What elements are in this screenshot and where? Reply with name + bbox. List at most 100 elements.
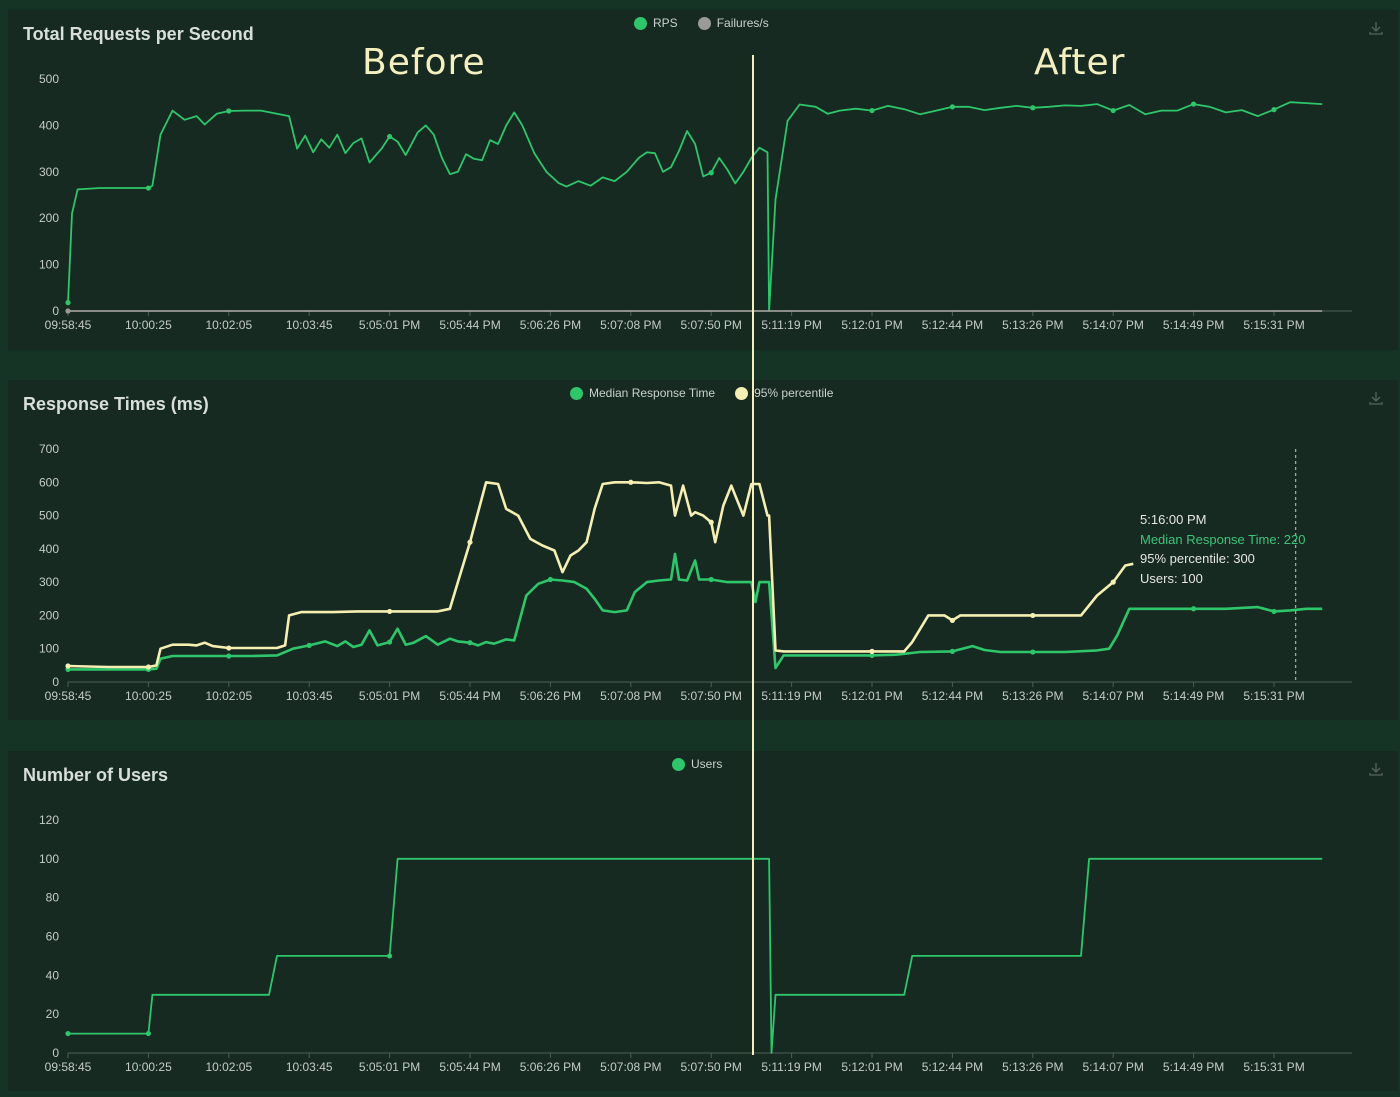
y-tick-label: 40 bbox=[46, 968, 60, 982]
data-point bbox=[467, 539, 473, 545]
x-tick-label: 10:00:25 bbox=[125, 318, 172, 332]
failures-legend-label[interactable]: Failures/s bbox=[716, 16, 769, 30]
data-point bbox=[467, 640, 473, 646]
data-point bbox=[387, 953, 393, 959]
x-tick-label: 5:07:08 PM bbox=[600, 1060, 661, 1074]
response-times-legend: Median Response Time 95% percentile bbox=[570, 386, 847, 400]
tooltip-time: 5:16:00 PM bbox=[1140, 512, 1207, 527]
median-legend-dot[interactable] bbox=[570, 386, 583, 400]
y-tick-label: 80 bbox=[46, 891, 60, 905]
p95-legend-label[interactable]: 95% percentile bbox=[754, 386, 834, 400]
x-tick-label: 5:15:31 PM bbox=[1243, 689, 1304, 703]
data-point bbox=[1030, 649, 1036, 655]
y-tick-label: 0 bbox=[52, 1046, 59, 1060]
download-icon[interactable] bbox=[1368, 20, 1384, 36]
rps-legend: RPS Failures/s bbox=[634, 16, 783, 30]
x-tick-label: 5:12:44 PM bbox=[922, 689, 983, 703]
data-point bbox=[949, 104, 956, 110]
y-tick-label: 600 bbox=[39, 475, 59, 489]
x-tick-label: 5:05:01 PM bbox=[359, 318, 420, 332]
y-tick-label: 120 bbox=[39, 813, 59, 827]
y-tick-label: 300 bbox=[39, 165, 59, 179]
data-point bbox=[65, 1030, 71, 1037]
data-point bbox=[869, 107, 875, 114]
x-tick-label: 5:14:49 PM bbox=[1163, 689, 1224, 703]
data-point bbox=[226, 108, 232, 114]
x-tick-label: 5:05:44 PM bbox=[439, 689, 500, 703]
x-tick-label: 10:03:45 bbox=[286, 1060, 333, 1074]
y-tick-label: 700 bbox=[39, 442, 59, 456]
data-point bbox=[869, 652, 875, 658]
tooltip-users: Users: 100 bbox=[1140, 570, 1203, 586]
data-point bbox=[949, 648, 956, 654]
series-line-rps bbox=[67, 101, 1323, 312]
x-tick-label: 5:14:49 PM bbox=[1163, 318, 1224, 332]
users-legend-label[interactable]: Users bbox=[691, 757, 723, 771]
x-tick-label: 10:02:05 bbox=[205, 1060, 252, 1074]
data-point bbox=[1271, 608, 1277, 615]
x-tick-label: 5:11:19 PM bbox=[761, 1060, 821, 1074]
x-tick-label: 10:03:45 bbox=[286, 689, 333, 703]
download-icon[interactable] bbox=[1368, 390, 1384, 406]
data-point bbox=[65, 308, 71, 314]
data-point bbox=[708, 170, 714, 176]
after-annotation: After bbox=[1034, 42, 1126, 83]
y-tick-label: 100 bbox=[39, 258, 59, 272]
x-tick-label: 5:12:44 PM bbox=[922, 1060, 983, 1074]
median-legend-label[interactable]: Median Response Time bbox=[589, 386, 716, 400]
x-tick-label: 5:15:31 PM bbox=[1243, 1060, 1304, 1074]
users-legend: Users bbox=[672, 757, 736, 771]
data-point bbox=[1191, 606, 1197, 612]
data-point bbox=[65, 663, 71, 669]
users-legend-dot[interactable] bbox=[672, 757, 685, 771]
data-point bbox=[708, 519, 714, 525]
x-tick-label: 5:05:01 PM bbox=[359, 689, 420, 703]
data-point bbox=[387, 639, 393, 645]
data-point bbox=[1030, 612, 1036, 619]
x-tick-label: 5:14:07 PM bbox=[1083, 689, 1144, 703]
data-point bbox=[306, 642, 312, 648]
data-point bbox=[145, 664, 151, 670]
data-point bbox=[65, 300, 71, 306]
data-point bbox=[226, 653, 232, 659]
before-after-divider bbox=[752, 55, 754, 1055]
p95-legend-dot[interactable] bbox=[735, 386, 749, 400]
x-tick-label: 5:07:50 PM bbox=[681, 689, 742, 703]
x-tick-label: 5:12:01 PM bbox=[841, 1060, 902, 1074]
data-point bbox=[869, 648, 875, 654]
x-tick-label: 5:07:08 PM bbox=[600, 689, 661, 703]
x-tick-label: 5:15:31 PM bbox=[1243, 318, 1304, 332]
y-tick-label: 400 bbox=[39, 542, 59, 556]
x-tick-label: 10:03:45 bbox=[286, 318, 333, 332]
y-tick-label: 200 bbox=[39, 608, 59, 622]
data-point bbox=[145, 185, 151, 191]
rps-legend-label[interactable]: RPS bbox=[653, 16, 678, 30]
data-point bbox=[628, 479, 634, 485]
download-icon[interactable] bbox=[1368, 761, 1384, 777]
y-tick-label: 100 bbox=[39, 642, 59, 656]
y-tick-label: 0 bbox=[52, 304, 59, 318]
data-point bbox=[1110, 579, 1116, 585]
users-panel: Number of Users Users bbox=[8, 751, 1398, 1091]
x-tick-label: 5:13:26 PM bbox=[1002, 318, 1063, 332]
x-tick-label: 5:14:49 PM bbox=[1163, 1060, 1224, 1074]
x-tick-label: 5:05:44 PM bbox=[439, 1060, 500, 1074]
x-tick-label: 5:12:01 PM bbox=[841, 689, 902, 703]
x-tick-label: 5:11:19 PM bbox=[761, 318, 821, 332]
response-times-chart-title: Response Times (ms) bbox=[23, 394, 209, 414]
y-tick-label: 0 bbox=[52, 675, 59, 689]
data-point bbox=[949, 617, 956, 624]
y-tick-label: 300 bbox=[39, 575, 59, 589]
x-tick-label: 5:13:26 PM bbox=[1002, 1060, 1063, 1074]
rps-chart-title: Total Requests per Second bbox=[23, 24, 254, 44]
rps-legend-dot[interactable] bbox=[634, 16, 647, 30]
x-tick-label: 5:07:50 PM bbox=[681, 318, 742, 332]
x-tick-label: 10:02:05 bbox=[205, 689, 252, 703]
rps-panel: Total Requests per Second RPS Failures/s bbox=[8, 10, 1398, 350]
x-tick-label: 5:13:26 PM bbox=[1002, 689, 1063, 703]
x-tick-label: 10:00:25 bbox=[125, 1060, 172, 1074]
x-tick-label: 10:02:05 bbox=[205, 318, 252, 332]
response-times-panel: Response Times (ms) Median Response Time… bbox=[8, 380, 1398, 720]
failures-legend-dot[interactable] bbox=[697, 16, 711, 30]
